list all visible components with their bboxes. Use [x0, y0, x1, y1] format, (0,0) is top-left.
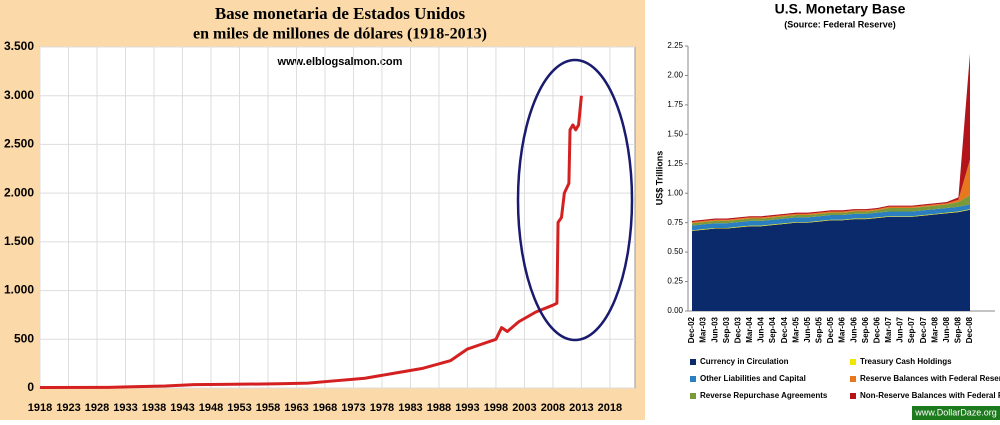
legend-swatch: [690, 359, 696, 365]
right-subtitle: (Source: Federal Reserve): [784, 19, 896, 29]
x-tick-label: Mar-06: [838, 316, 847, 342]
y-tick-label: 0.00: [667, 306, 683, 315]
legend-swatch: [850, 393, 856, 399]
y-tick-label: 3.500: [4, 39, 34, 53]
y-tick-label: 1.000: [4, 283, 34, 297]
area-series: [692, 204, 970, 231]
x-tick-label: Mar-04: [745, 316, 754, 342]
data-line: [39, 95, 583, 390]
x-tick-label: 1933: [113, 402, 137, 414]
x-tick-label: Jun-06: [849, 316, 858, 342]
y-tick-label: 2.000: [4, 185, 34, 199]
x-tick-label: 1923: [56, 402, 80, 414]
y-tick-label: 1.00: [667, 188, 683, 197]
x-tick-label: Sep-04: [768, 316, 777, 343]
right-y-label: US$ Trillions: [654, 151, 664, 206]
y-tick-label: 2.00: [667, 71, 683, 80]
x-tick-label: Dec-04: [780, 316, 789, 343]
legend-label: Other Liabilities and Capital: [700, 374, 806, 383]
x-tick-label: Sep-05: [815, 316, 824, 343]
x-tick-label: 2003: [512, 402, 536, 414]
y-tick-label: 0: [27, 380, 34, 394]
legend-label: Treasury Cash Holdings: [860, 357, 952, 366]
y-tick-label: 0.50: [667, 247, 683, 256]
x-tick-label: Jun-05: [803, 316, 812, 342]
left-annotation: www.elblogsalmon.com: [277, 56, 403, 68]
x-tick-label: Mar-03: [699, 316, 708, 342]
legend-label: Non-Reserve Balances with Federal Reserv…: [860, 391, 1000, 400]
y-tick-label: 1.50: [667, 129, 683, 138]
footer-box: [912, 406, 1000, 420]
x-tick-label: 1958: [256, 402, 280, 414]
x-tick-label: Dec-08: [965, 316, 974, 343]
x-tick-label: Jun-08: [942, 316, 951, 342]
x-tick-label: 2018: [598, 402, 622, 414]
area-series: [692, 53, 970, 223]
area-series: [692, 209, 970, 231]
left-plot-area: [39, 46, 636, 389]
x-tick-label: Sep-07: [907, 316, 916, 343]
x-tick-label: Mar-05: [791, 316, 800, 342]
x-tick-label: 2013: [569, 402, 593, 414]
y-tick-label: 1.75: [667, 100, 683, 109]
legend-swatch: [690, 393, 696, 399]
left-subtitle: en miles de millones de dólares (1918-20…: [193, 26, 487, 43]
x-tick-label: 1928: [85, 402, 109, 414]
x-tick-label: 1988: [427, 402, 451, 414]
legend-label: Reserve Balances with Federal Reserve Ba…: [860, 374, 1000, 383]
legend-swatch: [690, 376, 696, 382]
x-tick-label: Jun-07: [896, 316, 905, 342]
x-tick-label: Dec-03: [733, 316, 742, 343]
x-tick-label: Sep-03: [722, 316, 731, 343]
legend-swatch: [850, 359, 856, 365]
x-tick-label: Mar-08: [930, 316, 939, 342]
right-title: U.S. Monetary Base: [775, 1, 906, 17]
x-tick-label: Dec-02: [687, 316, 696, 343]
y-tick-label: 0.25: [667, 277, 683, 286]
x-tick-label: 1998: [484, 402, 508, 414]
x-tick-label: Mar-07: [884, 316, 893, 342]
highlight-ellipse: [516, 58, 634, 342]
x-tick-label: Jun-03: [710, 316, 719, 342]
y-tick-label: 1.500: [4, 234, 34, 248]
x-tick-label: Sep-08: [954, 316, 963, 343]
y-tick-label: 1.25: [667, 159, 683, 168]
y-tick-label: 0.75: [667, 218, 683, 227]
x-tick-label: Sep-06: [861, 316, 870, 343]
footer-annotation: www.DollarDaze.org: [914, 407, 997, 417]
y-tick-label: 2.25: [667, 41, 683, 50]
x-tick-label: 1938: [142, 402, 166, 414]
area-series: [692, 159, 970, 224]
legend-swatch: [850, 376, 856, 382]
y-tick-label: 2.500: [4, 137, 34, 151]
x-tick-label: 1978: [370, 402, 394, 414]
x-tick-label: 1948: [199, 402, 223, 414]
x-tick-label: 1953: [227, 402, 251, 414]
x-tick-label: 1983: [398, 402, 422, 414]
x-tick-label: Dec-05: [826, 316, 835, 343]
x-tick-label: 1963: [284, 402, 308, 414]
left-title: Base monetaria de Estados Unidos: [215, 4, 466, 23]
x-tick-label: Dec-06: [872, 316, 881, 343]
x-tick-label: 1968: [313, 402, 337, 414]
y-tick-label: 500: [14, 331, 34, 345]
area-series: [692, 209, 970, 311]
x-tick-label: 1993: [455, 402, 479, 414]
x-tick-label: Jun-04: [757, 316, 766, 342]
x-tick-label: 1918: [28, 402, 52, 414]
x-tick-label: Dec-07: [919, 316, 928, 343]
legend-label: Reverse Repurchase Agreements: [700, 391, 828, 400]
x-tick-label: 2008: [541, 402, 565, 414]
y-tick-label: 3.000: [4, 88, 34, 102]
legend-label: Currency in Circulation: [700, 357, 789, 366]
x-tick-label: 1943: [170, 402, 194, 414]
area-series: [692, 194, 970, 226]
x-tick-label: 1973: [341, 402, 365, 414]
